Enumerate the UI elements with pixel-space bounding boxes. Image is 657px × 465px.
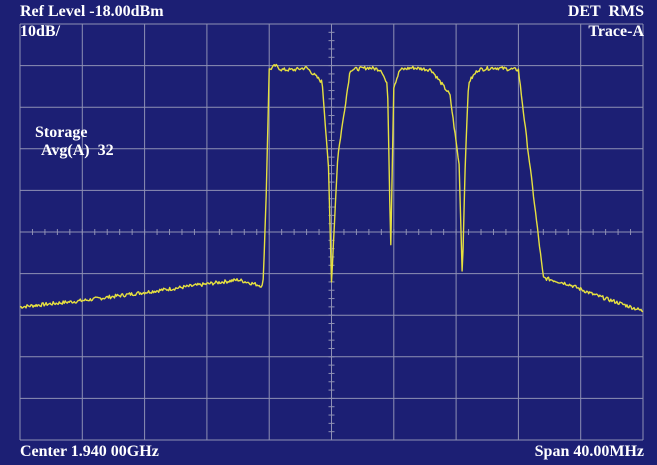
detector-label: DET RMS xyxy=(567,3,644,20)
scale-label: 10dB/ xyxy=(20,23,61,40)
trace-label: Trace-A xyxy=(588,23,644,40)
span-label: Span 40.00MHz xyxy=(534,443,644,460)
center-frequency-label: Center 1.940 00GHz xyxy=(20,443,159,460)
storage-label: Storage xyxy=(35,124,88,141)
average-count-label: Avg(A) 32 xyxy=(41,142,114,159)
spectrum-trace xyxy=(19,63,644,313)
ref-level-label: Ref Level -18.00dBm xyxy=(20,3,164,20)
graticule xyxy=(19,23,644,441)
